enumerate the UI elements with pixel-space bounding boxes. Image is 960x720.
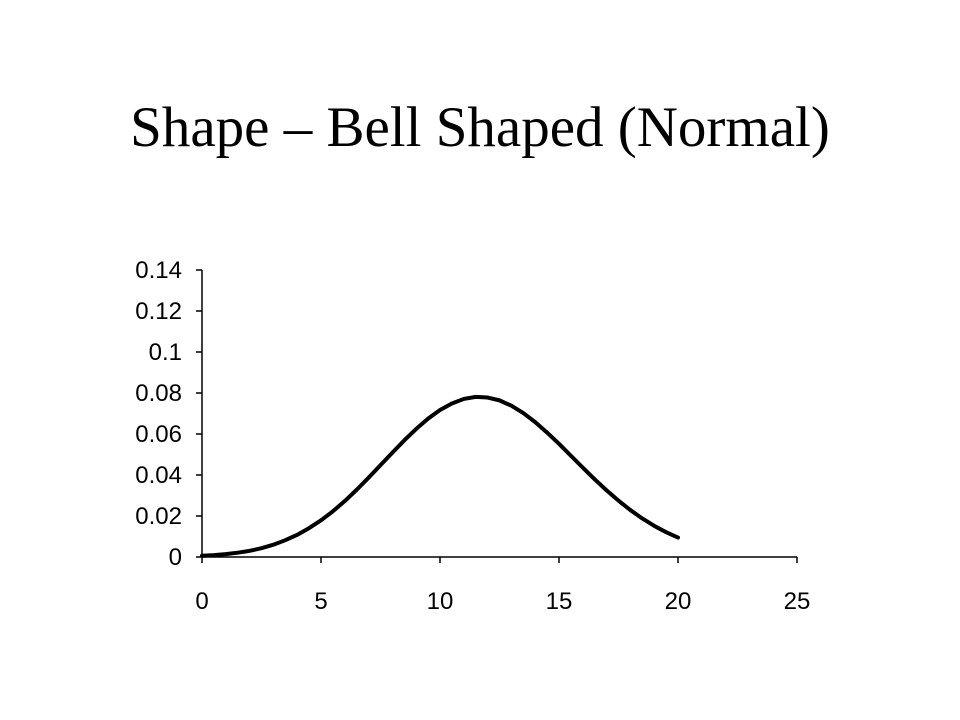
x-tick-label: 10 [427, 588, 454, 615]
x-tick-label: 5 [314, 588, 327, 615]
y-tick-label: 0.1 [149, 339, 182, 366]
slide-title: Shape – Bell Shaped (Normal) [130, 96, 830, 159]
y-tick-label: 0.02 [135, 503, 182, 530]
y-tick-label: 0.06 [135, 421, 182, 448]
x-tick-label: 15 [546, 588, 573, 615]
x-tick-label: 20 [665, 588, 692, 615]
y-tick-label: 0 [169, 544, 182, 571]
y-tick-label: 0.08 [135, 380, 182, 407]
x-tick-label: 25 [784, 588, 811, 615]
x-axis-group: 0 5 10 15 20 25 [195, 556, 811, 615]
y-tick-label: 0.12 [135, 298, 182, 325]
series-group [200, 394, 680, 558]
bell-curve-line [200, 394, 680, 558]
x-tick-label: 0 [195, 588, 208, 615]
y-axis-group: 0 0.02 0.04 0.06 0.08 0.1 0.12 0.14 [135, 257, 203, 571]
y-tick-label: 0.04 [135, 462, 182, 489]
y-tick-label: 0.14 [135, 257, 182, 284]
